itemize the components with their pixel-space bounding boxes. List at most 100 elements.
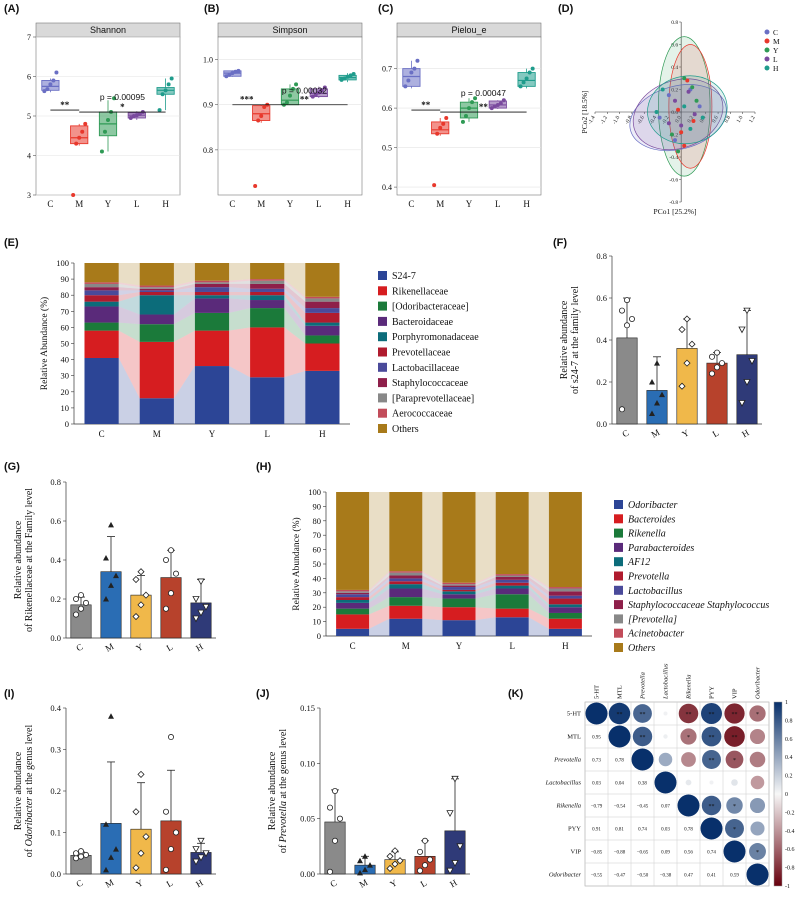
significance-stars: * (756, 850, 759, 856)
bar-segment (389, 618, 423, 636)
legend-label: S24-7 (392, 271, 416, 282)
bar-M (646, 390, 668, 425)
bar-H (190, 602, 212, 639)
panel-d-pcoa-scatter: -1.4-1.2-1.0-0.8-0.6-0.4-0.20.00.20.40.6… (580, 20, 780, 216)
y-tick-label: 0.10 (300, 758, 315, 768)
correlation-value: 0.03 (592, 782, 601, 787)
bar-segment (442, 598, 476, 608)
flow-connector (173, 280, 195, 288)
legend-label-L: L (773, 55, 778, 64)
bar-segment (305, 325, 340, 336)
correlation-value: 0.81 (615, 828, 624, 833)
flow-connector (422, 492, 443, 583)
data-point (197, 578, 205, 586)
correlation-circle (750, 821, 765, 836)
data-point (683, 315, 691, 323)
bar-segment (336, 608, 370, 615)
significance-stars: ** (300, 95, 310, 105)
bar-segment (442, 587, 476, 590)
bar-segment (548, 612, 582, 619)
y-tick-label: 80 (313, 516, 322, 526)
flow-connector (422, 597, 443, 608)
bar-segment (548, 587, 582, 589)
flow-connector (284, 288, 306, 313)
legend-label: Parabacteroides (627, 543, 694, 554)
bar-segment (336, 628, 370, 636)
x-tick-label: H (562, 641, 569, 651)
legend-swatch (378, 347, 387, 357)
x-tick-label: M (257, 199, 265, 209)
correlation-circle (663, 734, 668, 739)
y-tick-label: 10 (313, 617, 322, 627)
flow-connector (284, 263, 306, 297)
p-value-label: p = 0.00095 (100, 92, 145, 102)
correlation-circle (725, 819, 744, 838)
legend-label: Prevotella (627, 572, 669, 583)
y-tick-label: 40 (61, 355, 70, 365)
bar-segment (442, 607, 476, 621)
flow-connector (475, 594, 496, 609)
bar-segment (389, 571, 423, 573)
legend-label: Lactobacillaceae (392, 363, 460, 374)
y-tick-label: 90 (313, 501, 322, 511)
column-label: Odoribacter (755, 666, 762, 699)
panel-label-g: (G) (4, 461, 20, 473)
data-point (73, 596, 80, 603)
flow-connector (173, 295, 195, 315)
x-tick-label: Y (209, 429, 216, 439)
y-tick-label: 0.4 (50, 703, 61, 713)
pcoa-point-Y (669, 132, 674, 137)
y-axis-label: Relative Abundance (%) (291, 517, 302, 610)
significance-stars: * (120, 102, 125, 112)
flow-connector (229, 295, 251, 301)
bar-segment (194, 263, 230, 281)
bar-segment (495, 594, 529, 609)
bar-segment (194, 312, 230, 331)
colorbar-tick-label: 0.8 (785, 718, 793, 724)
flow-connector (528, 582, 549, 605)
data-point (102, 129, 107, 134)
bar-segment (495, 617, 529, 636)
data-point (351, 72, 356, 77)
y-tick-label: 6 (27, 73, 31, 82)
data-point (331, 837, 338, 844)
x-tick-label: H (523, 199, 530, 209)
correlation-circle (709, 780, 714, 785)
data-point (74, 141, 79, 146)
legend-swatch (378, 332, 387, 342)
legend-swatch (614, 614, 623, 624)
data-point (112, 96, 117, 101)
bar-segment (305, 343, 340, 371)
pcoa-point-M (682, 143, 687, 148)
correlation-circle (685, 779, 692, 786)
y-tick-label: -0.4 (669, 155, 678, 161)
colorbar-tick-label: 0.4 (785, 755, 793, 761)
data-point (654, 400, 660, 406)
data-point (253, 183, 258, 188)
flow-connector (369, 605, 390, 629)
data-point (192, 858, 200, 866)
flow-connector (475, 575, 496, 586)
data-point (331, 788, 338, 795)
y-tick-label: 0.8 (203, 146, 213, 155)
correlation-circle (749, 751, 766, 768)
legend-marker-L (764, 56, 770, 62)
data-point (262, 104, 267, 109)
colorbar-tick-label: -0.8 (785, 866, 795, 872)
data-point (132, 612, 140, 621)
flow-connector (284, 280, 306, 302)
pcoa-point-M (685, 78, 690, 83)
column-label: PYY (709, 686, 716, 699)
panel-h-genus-stacked-bar: 0 10 20 30 40 50 60 70 80 90 100 Relative Abundance… (291, 487, 769, 654)
data-point (160, 92, 165, 97)
bar-H (444, 830, 466, 875)
y-tick-label: 0.2 (671, 88, 678, 94)
bar-segment (495, 582, 529, 586)
legend-swatch (614, 500, 623, 509)
legend-swatch (614, 628, 623, 638)
data-point (108, 713, 114, 719)
data-point (412, 66, 417, 71)
flow-connector (369, 597, 390, 615)
bar-segment (305, 301, 340, 309)
y-tick-label: 0.0 (50, 869, 61, 879)
